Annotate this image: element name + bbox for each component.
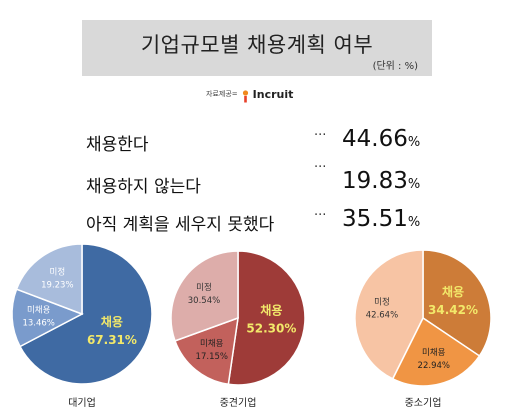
slice-value-label: 52.30% bbox=[246, 321, 296, 335]
summary-label: 채용하지 않는다 bbox=[86, 177, 201, 197]
slice-value-label: 34.42% bbox=[428, 303, 478, 317]
pie-slice bbox=[15, 243, 83, 316]
slice-name-label: 미채용 bbox=[422, 347, 446, 358]
summary-dots: ··· bbox=[314, 208, 327, 223]
slice-value-label: 42.64% bbox=[366, 310, 398, 320]
summary-number: 44.66 bbox=[342, 126, 408, 152]
pie-charts: 채용 67.31% 미채용 13.46% 미정 19.23% 대기업 채용 52.30% 미채용 1… bbox=[11, 243, 492, 409]
slice-value-label: 30.54% bbox=[188, 296, 220, 306]
summary-label: 아직 계획을 세우지 못했다 bbox=[86, 215, 275, 235]
source-logo-text: Incruit bbox=[252, 87, 294, 101]
summary-row-no-hire: 채용하지 않는다 ··· 19.83% bbox=[86, 160, 426, 197]
slice-name-label: 채용 bbox=[442, 284, 464, 299]
pie-chart: 채용 52.30% 미채용 17.15% 미정 30.54% 중견기업 bbox=[170, 250, 306, 409]
slice-name-label: 미채용 bbox=[27, 305, 51, 316]
pie-chart: 채용 67.31% 미채용 13.46% 미정 19.23% 대기업 bbox=[11, 243, 153, 409]
summary-label: 채용한다 bbox=[86, 135, 149, 155]
summary-percent-sign: % bbox=[407, 135, 421, 150]
slice-value-label: 19.23% bbox=[41, 280, 73, 290]
pie-slice bbox=[227, 250, 306, 386]
pie-chart-title: 중소기업 bbox=[405, 396, 442, 409]
source-credit: 자료제공= Incruit bbox=[206, 86, 294, 103]
slice-name-label: 채용 bbox=[101, 314, 123, 329]
pie-chart-title: 중견기업 bbox=[220, 396, 257, 409]
summary-number: 19.83 bbox=[342, 168, 408, 194]
source-label: 자료제공= bbox=[206, 90, 238, 98]
pie-slice bbox=[18, 243, 153, 385]
page-title: 기업규모별 채용계획 여부 bbox=[140, 33, 374, 57]
slice-value-label: 13.46% bbox=[22, 319, 54, 329]
unit-label: (단위 : %) bbox=[372, 61, 418, 72]
summary-value: 35.51% bbox=[342, 206, 420, 232]
pie-slice bbox=[422, 249, 492, 357]
pie-slice bbox=[11, 288, 84, 348]
pie-chart-title: 대기업 bbox=[68, 396, 96, 409]
summary-dots: ··· bbox=[314, 160, 327, 175]
pie-slice bbox=[174, 316, 239, 386]
slice-name-label: 미채용 bbox=[200, 338, 224, 349]
slice-name-label: 미정 bbox=[50, 266, 66, 277]
summary-row-hire: 채용한다 ··· 44.66% bbox=[86, 126, 426, 155]
pie-slice bbox=[170, 250, 239, 342]
slice-value-label: 67.31% bbox=[87, 333, 137, 347]
pie-slice bbox=[354, 249, 424, 380]
summary-number: 35.51 bbox=[342, 206, 408, 232]
title-box: 기업규모별 채용계획 여부 (단위 : %) bbox=[82, 20, 432, 76]
summary-value: 44.66% bbox=[342, 126, 420, 152]
summary-dots: ··· bbox=[314, 128, 327, 143]
pie-chart: 채용 34.42% 미채용 22.94% 미정 42.64% 중소기업 bbox=[354, 249, 492, 409]
incruit-logo-icon bbox=[241, 88, 250, 103]
slice-name-label: 미정 bbox=[374, 296, 390, 307]
summary-percent-sign: % bbox=[407, 177, 421, 192]
slice-name-label: 미정 bbox=[196, 282, 212, 293]
summary-row-undecided: 아직 계획을 세우지 못했다 ··· 35.51% bbox=[86, 206, 426, 235]
summary-percent-sign: % bbox=[407, 215, 421, 230]
slice-value-label: 22.94% bbox=[418, 361, 450, 371]
slice-value-label: 17.15% bbox=[196, 352, 228, 362]
summary-value: 19.83% bbox=[342, 168, 420, 194]
pie-slice bbox=[391, 316, 481, 387]
slice-name-label: 채용 bbox=[260, 302, 282, 317]
